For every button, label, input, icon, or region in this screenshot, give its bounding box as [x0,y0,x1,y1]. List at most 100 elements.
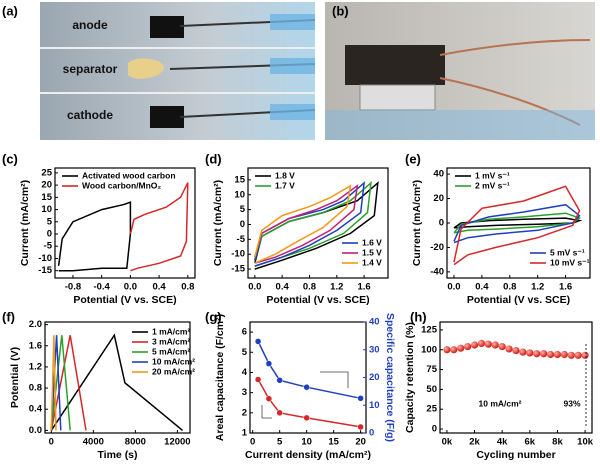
x-tick-label: 1.6 [357,282,370,293]
legend-label: Wood carbon/MnO₂ [82,180,161,190]
y-tick-label: 0 [47,229,52,240]
x-tick-label: 4000 [83,437,104,448]
data-point [505,345,513,353]
y-tick-label: 1 [242,428,248,439]
photo-text: cathode [67,108,113,122]
plot-frame [247,167,389,279]
legend-label: 1.4 V [362,257,382,267]
arrow [320,371,349,388]
data-point [357,423,364,431]
series-line [254,181,379,270]
y-tick-label: -5 [44,241,53,252]
y-tick-label: 4 [242,367,248,378]
legend-label: 5 mV s⁻¹ [550,247,585,257]
data-point [443,346,451,354]
annotation: 10 mA/cm² [479,398,522,408]
x-tick-label: 6k [525,437,536,448]
y2-tick-label: 40 [369,317,380,328]
y-tick-label: 0 [240,219,245,230]
legend-label: 10 mA/cm² [152,356,195,366]
y-tick-label: -5 [237,234,246,245]
y2-axis-label: Specific capacitance (F/g) [384,313,396,442]
data-point [303,414,310,422]
panel-label: (e) [405,151,421,166]
photo-text: anode [72,18,108,32]
x-tick-label: 1.2 [531,282,544,293]
x-tick-label: 0.4 [152,282,166,293]
legend-label: Activated wood carbon [82,170,176,180]
legend-label: 1 mV s⁻¹ [475,170,510,180]
data-point [464,342,472,351]
data-point [265,360,273,367]
series-line [257,341,361,400]
panel-label: (g) [205,309,222,324]
y-tick-label: 125 [421,324,438,335]
y-axis-label: Current (mA/cm²) [19,180,31,266]
legend-label: 10 mV s⁻¹ [550,257,590,267]
series-line [254,181,372,267]
photo-text: separator [63,62,118,76]
y-axis-label: Current (mA/cm²) [411,180,423,266]
data-point [526,349,534,357]
y-tick-label: 40 [433,169,444,180]
y2-tick-label: 10 [369,400,380,411]
photo-b [325,2,595,140]
data-point [303,383,310,391]
y-axis-label: Areal capacitance (F/cm²) [214,314,226,441]
x-tick-label: 0.4 [276,282,290,293]
panel-label: (h) [410,309,427,324]
series-line [453,185,581,266]
x-tick-label: 2k [469,437,480,448]
y-tick-label: -15 [231,264,245,275]
y-tick-label: -10 [38,253,52,264]
data-point [560,350,568,359]
series-line [50,335,57,431]
legend-label: 5 mA/cm² [152,346,190,356]
series-line [50,335,62,431]
y-tick-label: -20 [430,242,444,253]
data-point [553,350,562,359]
data-point [512,346,520,355]
y-tick-label: 5 [47,216,53,227]
y-tick-label: 25 [41,167,52,178]
y-tick-label: 0.0 [29,425,42,436]
panel-label: (b) [332,3,349,18]
y-tick-label: 3 [242,387,247,398]
data-point [254,338,262,345]
series-line [254,184,352,264]
photo-a: anode separator cathode [40,2,316,140]
y-tick-label: -10 [231,249,245,260]
x-tick-label: 0.8 [503,282,516,293]
legend-label: 2 mV s⁻¹ [475,180,510,190]
x-axis-label: Potential (V vs. SCE) [467,294,570,306]
y-tick-label: 20 [41,180,52,191]
plot-frame [54,167,196,279]
x-axis-label: Potential (V vs. SCE) [266,294,369,306]
panel-label: (d) [205,151,222,166]
y-tick-label: 0.8 [29,383,42,394]
series-line [50,335,87,431]
x-tick-label: 8k [552,437,563,448]
series-line [254,184,359,264]
data-point [265,395,273,402]
x-tick-label: 8000 [125,437,146,448]
x-tick-label: 5 [277,437,283,448]
data-point [533,350,541,358]
x-tick-label: 0.8 [303,282,316,293]
y-tick-label: -40 [430,266,444,277]
y-axis-label: Potential (V) [9,347,21,408]
data-point [470,341,479,349]
y-tick-label: 15 [41,192,52,203]
x-axis-label: Potential (V vs. SCE) [73,294,176,306]
x-axis-label: Cycling number [476,449,555,461]
x-tick-label: 4k [497,437,508,448]
x-tick-label: 1.6 [559,282,572,293]
y-tick-label: 5 [242,347,248,358]
x-tick-label: -0.8 [65,282,81,293]
series-line [453,212,582,234]
data-point [519,348,527,356]
y-tick-label: 0 [439,218,444,229]
x-axis-label: Current density (mA/cm²) [245,449,371,461]
data-point [254,376,262,383]
